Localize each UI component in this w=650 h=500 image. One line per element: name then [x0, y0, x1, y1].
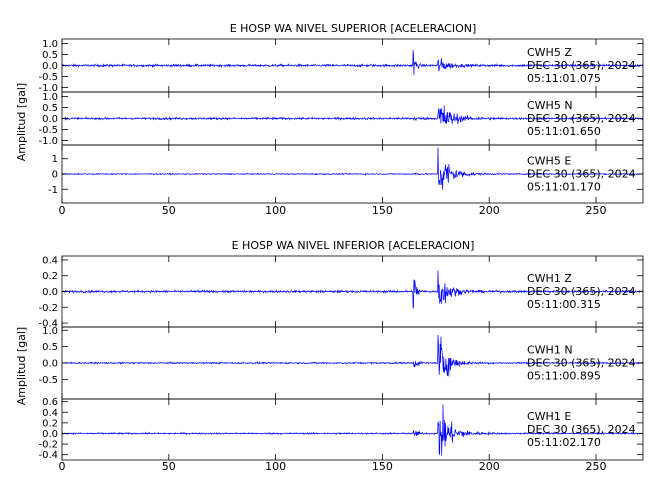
- station-label-line: CWH5 N: [527, 99, 573, 112]
- station-label-line: DEC 30 (365), 2024: [527, 357, 636, 370]
- y-tick-label: -0.5: [38, 125, 58, 136]
- station-label-line: DEC 30 (365), 2024: [527, 112, 636, 125]
- waveform-trace: [61, 147, 644, 190]
- y-tick-label: 0.0: [42, 359, 58, 370]
- station-label-line: CWH1 N: [527, 344, 573, 357]
- x-tick-label: 0: [59, 204, 66, 217]
- station-label-line: DEC 30 (365), 2024: [527, 168, 636, 181]
- x-tick-label: 250: [586, 460, 607, 473]
- station-label-line: CWH5 E: [527, 155, 571, 168]
- station-label-line: 05:11:00.895: [527, 370, 601, 383]
- y-tick-label: 0.6: [42, 397, 58, 408]
- y-tick-label: -0.2: [38, 440, 58, 451]
- station-label-line: DEC 30 (365), 2024: [527, 423, 636, 436]
- y-tick-label: -0.4: [38, 450, 58, 461]
- station-label-line: 05:11:01.650: [527, 125, 601, 138]
- chart-title-lower: E HOSP WA NIVEL INFERIOR [ACELERACION]: [232, 239, 475, 252]
- y-tick-label: 0.4: [42, 408, 58, 419]
- y-tick-label: 0.0: [42, 287, 58, 298]
- waveform-trace: [61, 404, 644, 456]
- y-tick-label: -1.0: [38, 83, 58, 94]
- y-tick-label: -1: [48, 185, 58, 196]
- waveform-trace: [61, 334, 644, 377]
- y-tick-label: 1: [52, 154, 58, 165]
- panel-frame: [61, 398, 644, 461]
- y-tick-label: 0.2: [42, 418, 58, 429]
- x-tick-label: 100: [265, 460, 286, 473]
- y-tick-label: -0.2: [38, 303, 58, 314]
- station-label-line: 05:11:02.170: [527, 436, 601, 449]
- y-tick-label: 0.2: [42, 271, 58, 282]
- y-tick-label: 1.0: [42, 39, 58, 50]
- y-axis-label-upper: Amplitud [gal]: [15, 83, 28, 161]
- y-tick-label: 0.4: [42, 255, 58, 266]
- y-tick-label: 0.0: [42, 61, 58, 72]
- y-tick-label: 0.5: [42, 342, 58, 353]
- y-tick-label: 0: [52, 170, 58, 181]
- x-tick-label: 250: [586, 204, 607, 217]
- chart-title-upper: E HOSP WA NIVEL SUPERIOR [ACELERACION]: [230, 22, 477, 35]
- station-label-line: DEC 30 (365), 2024: [527, 285, 636, 298]
- y-axis-label-lower: Amplitud [gal]: [15, 327, 28, 405]
- y-tick-label: 0.0: [42, 429, 58, 440]
- station-label-line: 05:11:01.075: [527, 72, 601, 85]
- x-tick-label: 200: [479, 204, 500, 217]
- y-tick-label: 1.0: [42, 92, 58, 103]
- x-tick-label: 0: [59, 460, 66, 473]
- x-tick-label: 50: [162, 204, 176, 217]
- waveform-trace: [61, 49, 644, 76]
- x-tick-label: 100: [265, 204, 286, 217]
- y-tick-label: 0.5: [42, 103, 58, 114]
- station-label-line: CWH1 E: [527, 410, 571, 423]
- y-tick-label: -0.4: [38, 319, 58, 330]
- station-label-line: CWH5 Z: [527, 46, 572, 59]
- y-tick-label: 0.0: [42, 114, 58, 125]
- station-label-line: CWH1 Z: [527, 272, 572, 285]
- x-tick-label: 150: [372, 204, 393, 217]
- station-label-line: 05:11:00.315: [527, 298, 601, 311]
- y-tick-label: -0.5: [38, 375, 58, 386]
- x-tick-label: 200: [479, 460, 500, 473]
- y-tick-label: -1.0: [38, 136, 58, 147]
- x-tick-label: 50: [162, 460, 176, 473]
- station-label-line: DEC 30 (365), 2024: [527, 59, 636, 72]
- waveform-trace: [61, 270, 644, 309]
- x-tick-label: 150: [372, 460, 393, 473]
- y-tick-label: -0.5: [38, 72, 58, 83]
- y-tick-label: 0.5: [42, 50, 58, 61]
- station-label-line: 05:11:01.170: [527, 181, 601, 194]
- y-tick-label: 1.0: [42, 326, 58, 337]
- waveform-trace: [61, 105, 644, 125]
